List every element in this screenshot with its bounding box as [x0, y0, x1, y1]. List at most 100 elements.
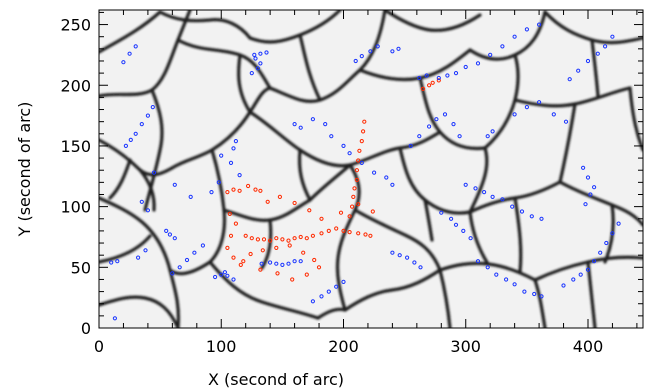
blue-point [439, 210, 444, 215]
blue-point [353, 58, 358, 64]
blue-point [510, 204, 515, 209]
blue-point [390, 182, 395, 187]
y-tick-label: 250 [60, 16, 91, 35]
blue-point [329, 134, 334, 139]
blue-point [417, 134, 422, 139]
blue-point [375, 44, 380, 49]
red-point [334, 226, 339, 231]
blue-point [583, 202, 588, 207]
blue-point [249, 71, 254, 76]
scatter-points [109, 22, 621, 321]
blue-point [490, 194, 495, 199]
red-point [316, 265, 322, 270]
blue-point [532, 291, 537, 297]
blue-point [595, 51, 600, 56]
red-point [354, 177, 359, 182]
blue-point [286, 261, 291, 266]
blue-point [133, 131, 138, 136]
blue-point [341, 143, 346, 148]
blue-point [468, 236, 473, 241]
blue-point [192, 250, 197, 255]
blue-point [359, 54, 364, 59]
red-point [287, 243, 292, 248]
blue-point [598, 250, 603, 255]
blue-point [418, 265, 423, 270]
red-point [249, 236, 254, 241]
red-point [290, 277, 295, 282]
blue-point [610, 34, 615, 39]
red-point [274, 245, 279, 250]
blue-point [529, 214, 534, 219]
red-point [298, 234, 303, 240]
red-point [241, 259, 246, 264]
blue-point [461, 228, 466, 233]
blue-point [139, 122, 144, 127]
blue-point [253, 56, 258, 61]
red-point [227, 211, 232, 216]
blue-point [490, 129, 495, 134]
blue-point [237, 173, 242, 178]
blue-point [145, 208, 150, 213]
red-point [261, 237, 267, 242]
blue-point [310, 117, 315, 122]
blue-point [408, 143, 413, 148]
x-tick-label: 100 [206, 337, 237, 356]
plot-frame [98, 9, 644, 329]
red-point [368, 233, 373, 238]
blue-point [485, 265, 490, 270]
blue-point [488, 52, 493, 58]
red-point [258, 267, 263, 272]
blue-point [112, 316, 118, 321]
red-point [351, 194, 356, 199]
blue-point [334, 284, 339, 289]
blue-point [136, 255, 141, 260]
x-tick-label: 0 [94, 337, 104, 356]
blue-point [504, 277, 509, 282]
red-point [354, 168, 359, 173]
red-point [338, 210, 344, 215]
red-point [243, 233, 248, 238]
blue-point [170, 271, 175, 276]
blue-point [368, 49, 373, 54]
blue-point [127, 51, 132, 56]
blue-point [219, 153, 224, 158]
blue-point [417, 75, 422, 81]
blue-point [298, 259, 303, 264]
blue-point [424, 73, 429, 78]
blue-point [522, 289, 527, 294]
red-point [430, 80, 435, 85]
blue-point [292, 259, 297, 264]
blue-point [434, 117, 439, 122]
red-point [341, 228, 346, 233]
blue-point [145, 113, 150, 118]
blue-point [537, 100, 542, 105]
red-point [427, 83, 432, 88]
blue-point [603, 44, 608, 49]
blue-point [280, 262, 285, 267]
red-point [356, 202, 361, 207]
red-point [255, 237, 260, 242]
blue-point [216, 180, 221, 185]
blue-point [512, 34, 517, 39]
blue-point [123, 143, 129, 148]
blue-point [592, 185, 597, 190]
x-axis-title: X (second of arc) [208, 370, 344, 389]
blue-point [372, 170, 377, 175]
blue-point [537, 22, 542, 27]
red-point [356, 231, 361, 236]
red-point [292, 236, 297, 241]
red-point [225, 190, 230, 195]
blue-point [436, 75, 441, 81]
blue-point [445, 73, 450, 78]
red-point [307, 208, 312, 213]
blue-point [519, 209, 525, 214]
red-point [356, 158, 361, 163]
blue-point [475, 259, 481, 264]
red-point [370, 209, 375, 214]
blue-point [588, 192, 593, 197]
blue-point [610, 231, 615, 236]
blue-point [585, 267, 591, 272]
blue-point [581, 165, 586, 170]
y-axis-title: Y (second of arc) [15, 102, 34, 238]
